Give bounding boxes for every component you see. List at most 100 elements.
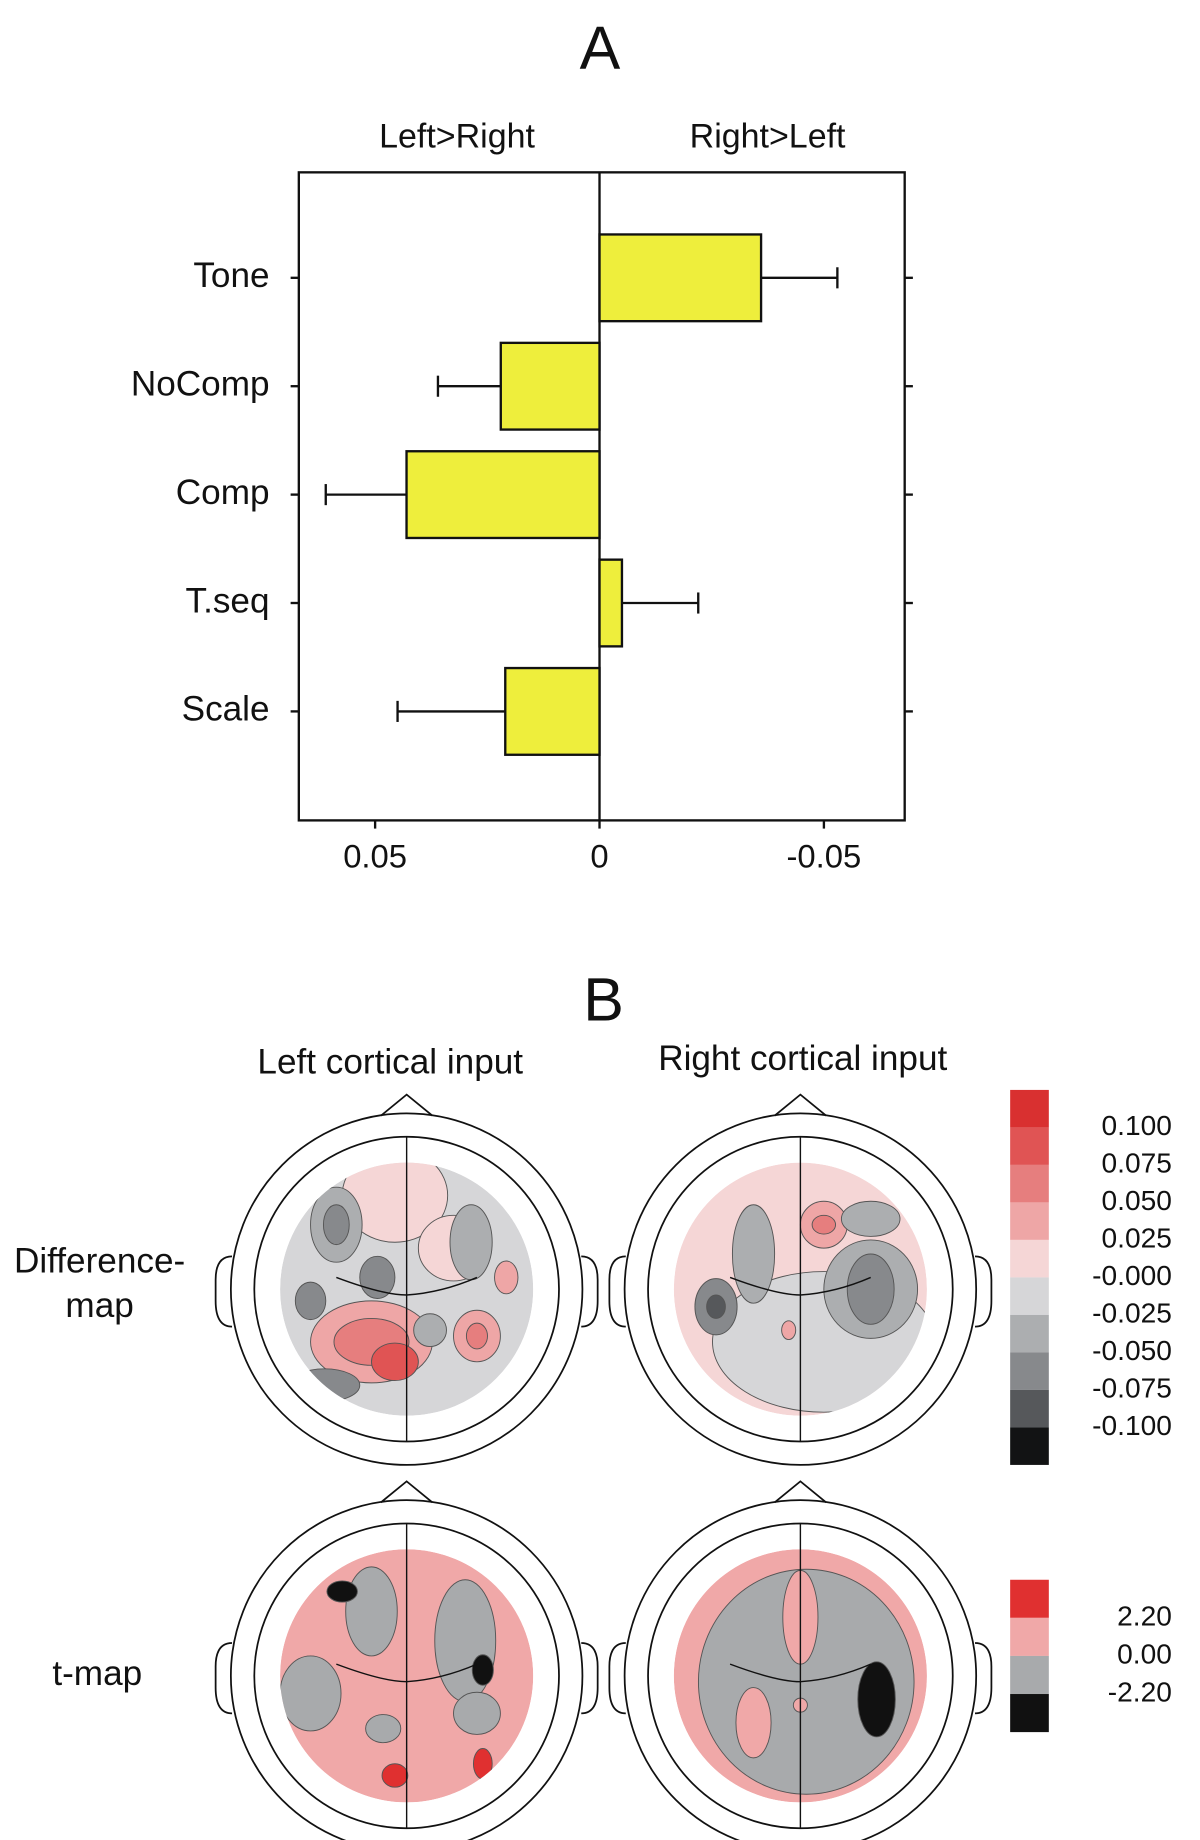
color-swatch	[1010, 1389, 1049, 1428]
contour-region	[280, 1655, 342, 1732]
head-map	[214, 1480, 599, 1840]
contour-region	[294, 1281, 327, 1321]
direction-label: Right>Left	[690, 117, 846, 155]
direction-label: Left>Right	[379, 117, 535, 155]
row-label: map	[65, 1286, 133, 1325]
color-swatch	[1010, 1277, 1049, 1315]
y-tick-label: Scale	[182, 690, 270, 729]
y-tick-label: Comp	[176, 473, 270, 512]
contour-region	[413, 1313, 447, 1348]
nose	[380, 1093, 433, 1117]
bar	[598, 233, 763, 323]
scale-label: 0.00	[1117, 1638, 1172, 1669]
color-swatch	[1010, 1164, 1049, 1203]
head-outline	[229, 1112, 584, 1466]
bar	[405, 450, 601, 540]
color-swatch	[1010, 1089, 1049, 1128]
central-line	[336, 1276, 478, 1296]
bar	[504, 666, 601, 756]
contour-region	[371, 1342, 419, 1382]
contour-region	[322, 1204, 350, 1246]
scale-label: -0.025	[1092, 1297, 1172, 1328]
contour-region	[857, 1661, 896, 1738]
contour-region	[365, 1714, 402, 1744]
contour-region	[471, 1654, 494, 1686]
head-map	[608, 1480, 993, 1840]
ear	[608, 1642, 626, 1715]
color-swatch	[1010, 1239, 1049, 1278]
scale-label: 0.075	[1102, 1147, 1172, 1178]
contour-region	[465, 1322, 488, 1350]
ear	[214, 1255, 233, 1328]
bar	[499, 341, 601, 431]
nose	[380, 1480, 433, 1504]
contour-region	[472, 1748, 493, 1780]
topographic-maps: 0.100 0.075 0.050 0.025 -0.000 -0.025 -0.050 -0…	[214, 1089, 1172, 1840]
contour-region	[494, 1260, 519, 1295]
y-tick-label: T.seq	[186, 581, 270, 620]
contour-region	[781, 1320, 797, 1340]
contour-region	[326, 1580, 358, 1603]
contour-region	[359, 1255, 396, 1299]
color-swatch	[1010, 1427, 1049, 1465]
row-label: t-map	[52, 1654, 142, 1693]
x-tick-label: 0	[590, 838, 608, 875]
head-outline	[230, 1499, 584, 1840]
column-label: Right cortical input	[658, 1039, 947, 1078]
central-line	[729, 1663, 871, 1683]
plot-frame	[297, 171, 906, 822]
y-tick-label: NoComp	[131, 364, 270, 403]
nose	[774, 1093, 827, 1117]
contour-region	[735, 1687, 772, 1759]
contour-region	[846, 1253, 895, 1325]
central-line	[729, 1276, 871, 1296]
head-outline	[623, 1499, 977, 1840]
contour-region	[811, 1214, 837, 1235]
y-tick-label: Tone	[193, 256, 269, 295]
color-swatch	[1010, 1352, 1049, 1390]
scale-label: 0.025	[1102, 1222, 1172, 1253]
row-label: Difference-	[14, 1242, 185, 1281]
color-swatch	[1010, 1314, 1049, 1353]
ear	[581, 1255, 599, 1328]
head-map	[608, 1093, 993, 1466]
x-tick-label: 0.05	[343, 838, 407, 875]
contour-region	[840, 1200, 901, 1237]
color-swatch	[1010, 1655, 1049, 1695]
contour-region	[345, 1566, 398, 1657]
color-swatch	[1010, 1694, 1049, 1733]
scale-label: -0.000	[1092, 1260, 1172, 1291]
ear	[581, 1642, 599, 1715]
ear	[974, 1255, 993, 1328]
ear	[974, 1642, 993, 1715]
scale-label: 0.050	[1102, 1185, 1172, 1216]
contour-region	[449, 1204, 493, 1281]
contour-region	[381, 1763, 409, 1788]
contour-region	[731, 1204, 776, 1304]
ear	[608, 1255, 626, 1328]
head-outline	[623, 1112, 978, 1466]
panel-title: A	[580, 14, 621, 82]
color-swatch	[1010, 1202, 1049, 1240]
nose	[774, 1480, 827, 1504]
column-label: Left cortical input	[257, 1042, 523, 1081]
color-swatch	[1010, 1127, 1049, 1165]
contour-region	[706, 1294, 726, 1319]
scale-label: 0.100	[1102, 1110, 1172, 1141]
scale-label: -0.050	[1092, 1335, 1172, 1366]
bar	[598, 558, 624, 648]
scale-label: -2.20	[1108, 1676, 1172, 1707]
central-line	[336, 1663, 478, 1683]
scale-label: 2.20	[1117, 1600, 1172, 1631]
color-swatch	[1010, 1579, 1049, 1618]
color-swatch	[1010, 1617, 1049, 1656]
ear	[214, 1642, 233, 1715]
scale-label: -0.100	[1092, 1410, 1172, 1441]
head-map	[214, 1093, 599, 1466]
panel-title: B	[583, 965, 624, 1033]
map-surface	[673, 1162, 927, 1416]
scale-label: -0.075	[1092, 1372, 1172, 1403]
contour-region	[453, 1691, 501, 1735]
x-tick-label: -0.05	[787, 838, 862, 875]
